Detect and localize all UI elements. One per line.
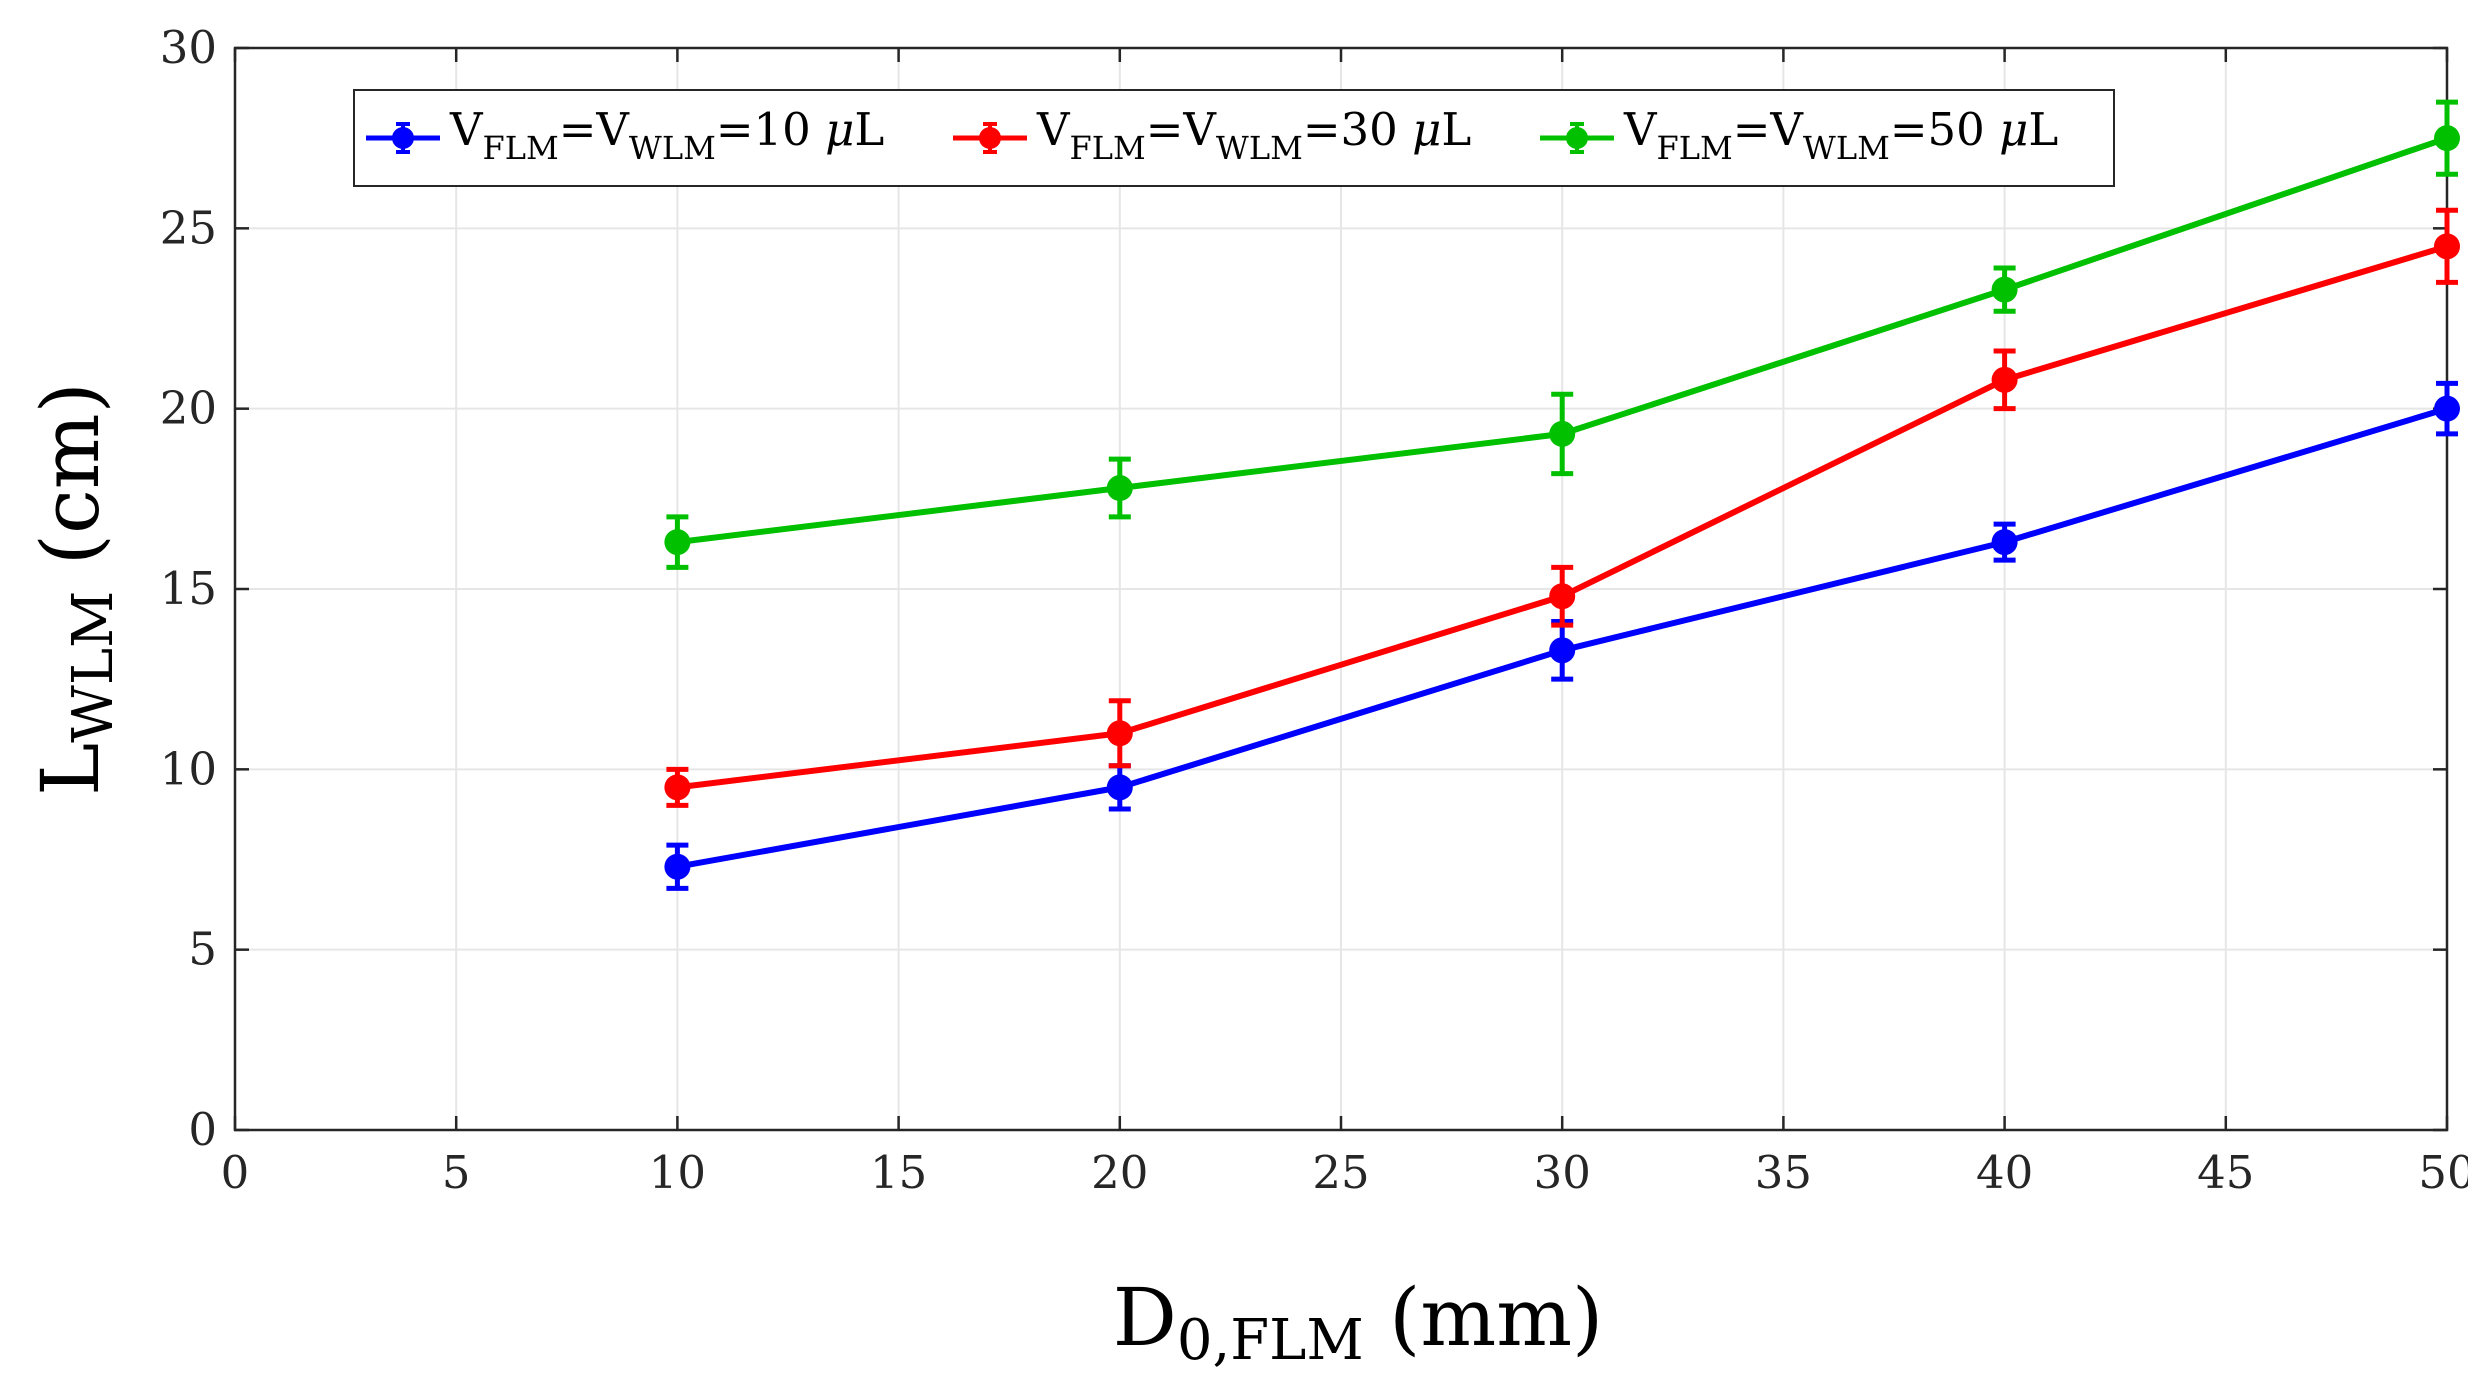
data-point: [1549, 420, 1576, 447]
legend-mu-10ul: μ: [825, 103, 854, 156]
legend-eq-30ul: =V: [1146, 103, 1218, 156]
legend-box: [353, 89, 2115, 187]
legend-v-10ul: V: [449, 103, 484, 156]
grid-lines: [234, 47, 2448, 1131]
legend-v-50ul: V: [1623, 103, 1658, 156]
series-1: [664, 207, 2460, 808]
series-0: [664, 380, 2460, 891]
y-tick-label: 0: [188, 1103, 217, 1156]
legend-sub1-30ul: FLM: [1070, 129, 1146, 167]
data-point: [664, 529, 691, 556]
legend-entry-10ul: VFLM=VWLM=10 μL: [366, 103, 884, 167]
legend-eq-10ul: =V: [559, 103, 631, 156]
legend-marker-50ul: [1566, 127, 1588, 149]
y-axis-title-unit: (cm): [24, 382, 117, 591]
legend-label-10ul: VFLM=VWLM=10 μL: [449, 103, 884, 167]
data-point: [2434, 125, 2460, 152]
series-2: [664, 99, 2460, 570]
legend-sub2-30ul: WLM: [1216, 129, 1303, 167]
legend-v-30ul: V: [1036, 103, 1071, 156]
legend-value-30ul: =30: [1303, 103, 1412, 156]
legend-entry-50ul: VFLM=VWLM=50 μL: [1540, 103, 2058, 167]
data-point: [1549, 583, 1576, 610]
legend-sub2-50ul: WLM: [1803, 129, 1890, 167]
data-point: [664, 774, 691, 801]
data-point: [1106, 774, 1133, 801]
legend-mu-50ul: μ: [1999, 103, 2028, 156]
y-axis-title-sub: WLM: [61, 591, 126, 743]
x-tick-label: 45: [2197, 1146, 2254, 1199]
x-tick-label: 10: [649, 1146, 706, 1199]
legend-value-50ul: =50: [1890, 103, 1999, 156]
legend-mu-30ul: μ: [1412, 103, 1441, 156]
data-series: [664, 99, 2460, 891]
x-tick-label: 40: [1976, 1146, 2033, 1199]
y-tick-label: 10: [160, 742, 217, 795]
y-axis-title-main: L: [24, 743, 117, 796]
y-tick-label: 25: [160, 201, 217, 254]
y-tick-label: 5: [188, 923, 217, 976]
data-point: [1991, 366, 2018, 393]
legend-unit-10ul: L: [854, 103, 884, 156]
data-point: [1106, 475, 1133, 502]
x-axis-title-unit: (mm): [1364, 1271, 1604, 1364]
legend: VFLM=VWLM=10 μL VFLM=VWLM=30 μL VFLM=VWL…: [353, 89, 2115, 187]
legend-entry-30ul: VFLM=VWLM=30 μL: [953, 103, 1471, 167]
data-point: [1106, 720, 1133, 747]
axis-ticks: 0 5 10 15 20 25 30 35 40 45 50 0 5 10 15 20 25 30: [160, 21, 2468, 1199]
legend-label-30ul: VFLM=VWLM=30 μL: [1036, 103, 1471, 167]
y-tick-label: 15: [160, 562, 217, 615]
data-point: [664, 853, 691, 880]
legend-sub1-50ul: FLM: [1657, 129, 1733, 167]
x-axis-title: D0,FLM (mm): [1113, 1271, 1604, 1373]
x-tick-label: 25: [1312, 1146, 1369, 1199]
x-tick-label: 20: [1091, 1146, 1148, 1199]
x-axis-title-main: D: [1113, 1271, 1177, 1364]
y-tick-label: 20: [160, 382, 217, 435]
data-point: [1549, 637, 1576, 664]
legend-sub1-10ul: FLM: [483, 129, 559, 167]
legend-marker-10ul: [392, 127, 414, 149]
x-tick-label: 0: [221, 1146, 250, 1199]
x-tick-label: 30: [1534, 1146, 1591, 1199]
x-tick-label: 35: [1755, 1146, 1812, 1199]
legend-value-10ul: =10: [716, 103, 825, 156]
legend-marker-30ul: [979, 127, 1001, 149]
legend-unit-50ul: L: [2028, 103, 2058, 156]
data-point: [2434, 233, 2460, 260]
y-axis-title: LWLM (cm): [24, 382, 126, 796]
x-tick-label: 5: [442, 1146, 471, 1199]
legend-sub2-10ul: WLM: [629, 129, 716, 167]
data-point: [1991, 276, 2018, 303]
x-tick-label: 50: [2418, 1146, 2468, 1199]
y-tick-label: 30: [160, 21, 217, 74]
x-axis-title-sub: 0,FLM: [1177, 1308, 1364, 1373]
legend-eq-50ul: =V: [1733, 103, 1805, 156]
data-point: [2434, 395, 2460, 422]
x-tick-label: 15: [870, 1146, 927, 1199]
data-point: [1991, 529, 2018, 556]
legend-unit-30ul: L: [1441, 103, 1471, 156]
legend-label-50ul: VFLM=VWLM=50 μL: [1623, 103, 2058, 167]
